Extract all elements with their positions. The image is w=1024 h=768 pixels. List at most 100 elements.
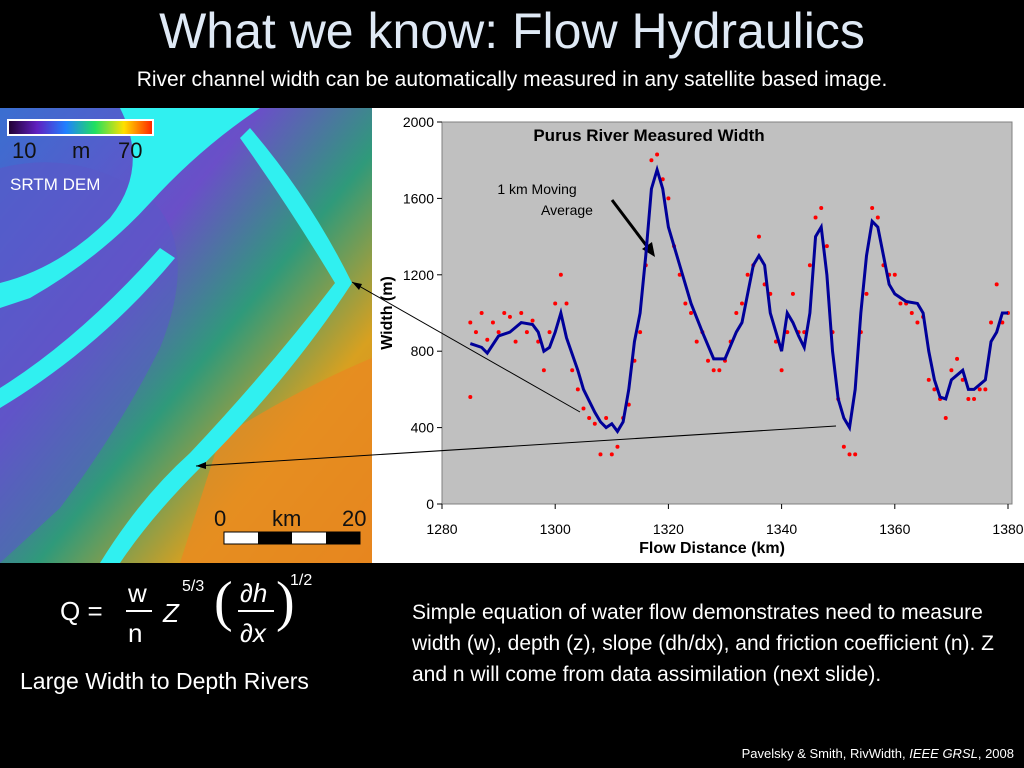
data-point xyxy=(575,387,580,392)
data-point xyxy=(785,330,790,335)
citation-text: , 2008 xyxy=(977,746,1014,761)
x-tick-label: 1300 xyxy=(540,521,571,537)
data-point xyxy=(824,244,829,249)
data-point xyxy=(564,301,569,306)
data-point xyxy=(870,205,875,210)
chart-title: Purus River Measured Width xyxy=(533,126,764,145)
citation: Pavelsky & Smith, RivWidth, IEEE GRSL, 2… xyxy=(742,746,1014,761)
map-image: 10 m 70 SRTM DEM 0 km 20 xyxy=(0,108,372,563)
y-axis-label: Width (m) xyxy=(379,276,396,350)
data-point xyxy=(468,395,473,400)
data-point xyxy=(898,301,903,306)
annotation-arrowhead xyxy=(642,242,655,257)
data-point xyxy=(587,416,592,421)
km-zero: 0 xyxy=(214,506,226,531)
y-tick-label: 2000 xyxy=(403,114,434,130)
left-caption: Large Width to Depth Rivers xyxy=(20,668,309,694)
data-point xyxy=(615,444,620,449)
y-tick-label: 1600 xyxy=(403,190,434,206)
eq-lhs: Q = xyxy=(60,596,103,626)
x-tick-label: 1360 xyxy=(879,521,910,537)
citation-text: Pavelsky & Smith, RivWidth, xyxy=(741,746,910,761)
data-point xyxy=(524,330,529,335)
data-point xyxy=(541,368,546,373)
data-point xyxy=(841,444,846,449)
y-tick-label: 800 xyxy=(411,343,435,359)
data-point xyxy=(977,387,982,392)
y-tick-label: 0 xyxy=(426,496,434,512)
data-point xyxy=(756,234,761,239)
km-max: 20 xyxy=(342,506,366,531)
data-point xyxy=(507,314,512,319)
data-point xyxy=(915,320,920,325)
data-point xyxy=(955,356,960,361)
eq-slope-exp: 1/2 xyxy=(290,572,313,589)
data-point xyxy=(926,377,931,382)
annotation: Average xyxy=(541,202,593,218)
fraction-bar xyxy=(126,610,152,612)
data-point xyxy=(807,263,812,268)
slide-title: What we know: Flow Hydraulics xyxy=(159,3,865,59)
km-unit: km xyxy=(272,506,301,531)
data-point xyxy=(570,368,575,373)
data-point xyxy=(530,318,535,323)
data-point xyxy=(479,311,484,315)
data-point xyxy=(513,339,518,344)
data-point xyxy=(553,301,558,306)
eq-numerator: w xyxy=(128,578,147,608)
data-point xyxy=(949,368,954,373)
data-point xyxy=(813,215,818,220)
colorbar-unit: m xyxy=(72,138,90,163)
x-tick-label: 1380 xyxy=(992,521,1023,537)
slide-subtitle: River channel width can be automatically… xyxy=(136,68,888,91)
data-point xyxy=(706,358,711,363)
data-point xyxy=(604,416,609,421)
data-point xyxy=(558,272,563,277)
data-point xyxy=(779,368,784,373)
x-axis-label: Flow Distance (km) xyxy=(639,540,785,557)
data-point xyxy=(496,330,501,335)
data-point xyxy=(717,368,722,373)
x-tick-label: 1280 xyxy=(426,521,457,537)
data-point xyxy=(909,311,914,315)
data-point xyxy=(592,421,597,426)
data-point xyxy=(745,272,750,277)
paren-close: ) xyxy=(276,571,295,633)
colorbar-min: 10 xyxy=(12,138,36,163)
data-point xyxy=(864,291,869,296)
data-point xyxy=(989,320,994,325)
data-point xyxy=(638,330,643,335)
y-tick-label: 1200 xyxy=(403,267,434,283)
eq-slope-den: ∂x xyxy=(240,618,266,648)
map-label: SRTM DEM xyxy=(10,175,100,194)
data-point xyxy=(473,330,478,335)
data-point xyxy=(694,339,699,344)
eq-depth: Z xyxy=(163,598,179,628)
data-point xyxy=(711,368,716,373)
data-point xyxy=(468,320,473,325)
data-point xyxy=(490,320,495,325)
y-tick-label: 400 xyxy=(411,420,435,436)
data-point xyxy=(655,152,660,157)
data-point xyxy=(943,416,948,421)
data-point xyxy=(932,387,937,392)
colorbar-max: 70 xyxy=(118,138,142,163)
data-point xyxy=(547,330,552,335)
fraction-bar xyxy=(238,610,274,612)
data-point xyxy=(892,272,897,277)
x-tick-label: 1320 xyxy=(653,521,684,537)
data-point xyxy=(683,301,688,306)
x-tick-label: 1340 xyxy=(766,521,797,537)
data-point xyxy=(739,301,744,306)
data-point xyxy=(609,452,614,457)
data-point xyxy=(847,452,852,457)
data-point xyxy=(689,311,694,315)
data-point xyxy=(734,311,739,315)
data-point xyxy=(502,311,507,315)
chart: Purus River Measured Width Flow Distance… xyxy=(372,108,1024,563)
eq-denominator: n xyxy=(128,618,143,648)
eq-slope-num: ∂h xyxy=(240,578,268,608)
data-point xyxy=(581,406,586,411)
data-point xyxy=(819,205,824,210)
